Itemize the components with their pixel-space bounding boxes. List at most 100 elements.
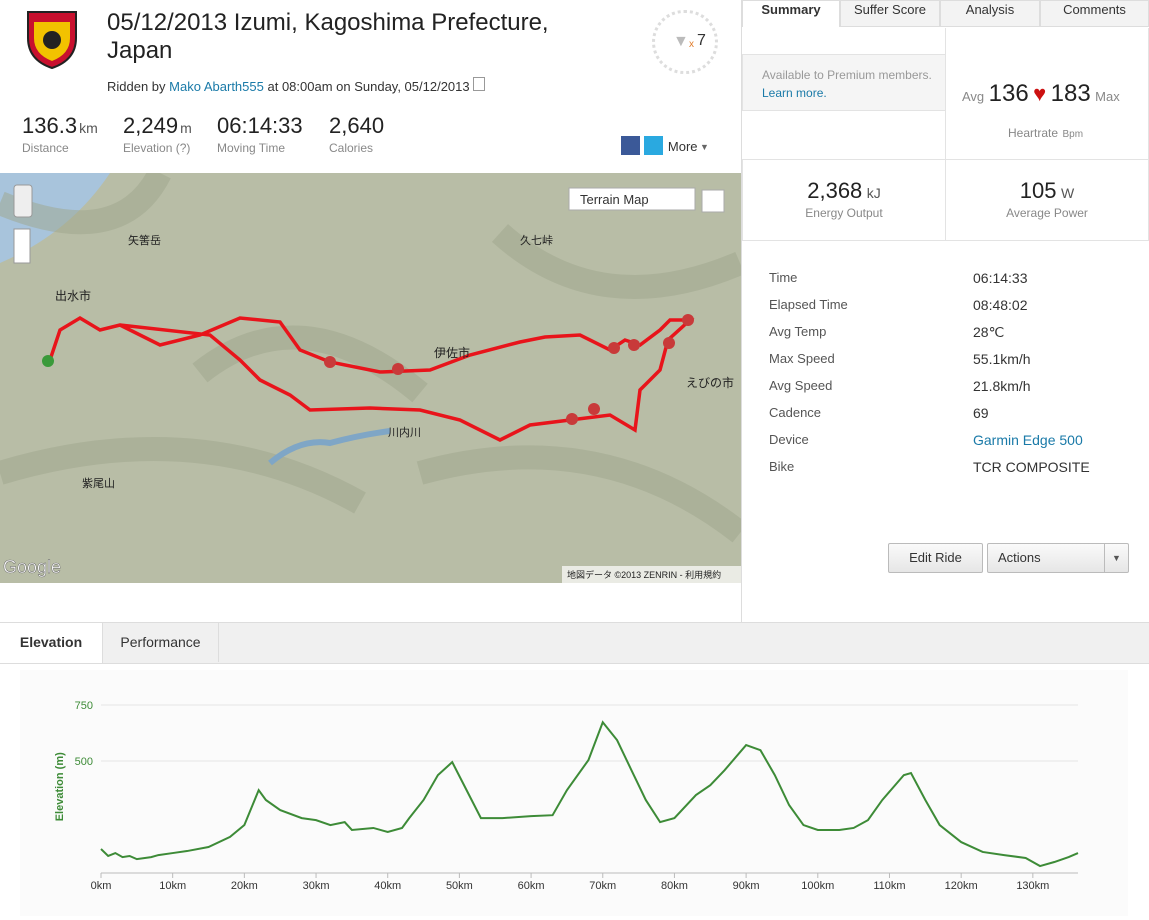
x-tick-label: 110km <box>873 880 905 892</box>
energy-label: Energy Output <box>805 206 883 220</box>
hr-unit: Bpm <box>1062 129 1084 140</box>
hr-max-label: Max <box>1095 89 1120 104</box>
energy: 2,368 kJ Energy Output <box>742 178 946 222</box>
map-type[interactable]: Terrain Map <box>580 192 649 207</box>
stat-unit: km <box>79 120 98 136</box>
premium-note: Available to Premium members. Learn more… <box>762 66 932 102</box>
map-logo: Google <box>3 557 61 577</box>
ride-info: Ridden by Mako Abarth555 at 08:00am on S… <box>107 77 486 94</box>
map-label: 伊佐市 <box>434 345 470 360</box>
trophy-x: x <box>689 39 694 50</box>
stat-value: 06:14:33 <box>217 113 303 138</box>
heartrate: Avg 136 ♥ 183 Max <box>962 80 1120 107</box>
stat-label: Distance <box>22 141 69 155</box>
power-label: Average Power <box>1006 206 1088 220</box>
hr-avg-label: Avg <box>962 89 985 104</box>
map-label: 出水市 <box>55 288 91 303</box>
detail-label: Avg Temp <box>769 324 827 339</box>
power-unit: W <box>1060 185 1075 201</box>
stat-value: 2,640 <box>329 113 385 138</box>
detail-value: 06:14:33 <box>973 270 1028 286</box>
x-tick-label: 20km <box>231 880 258 892</box>
actions-label: Actions <box>998 550 1041 565</box>
power: 105 W Average Power <box>945 178 1149 222</box>
hr-avg: 136 <box>988 80 1029 107</box>
x-tick-label: 30km <box>303 880 330 892</box>
hr-label: Heartrate <box>1008 126 1059 140</box>
twitter[interactable] <box>644 136 664 155</box>
power-value: 105 <box>1019 178 1057 203</box>
detail-label: Bike <box>769 459 795 474</box>
hr-caption: Heartrate Bpm <box>1008 124 1083 142</box>
club-logo <box>27 11 77 70</box>
energy-value: 2,368 <box>807 178 863 203</box>
x-tick-label: 100km <box>801 880 834 892</box>
detail-value: 69 <box>973 405 989 421</box>
trophy-badge[interactable]: ▼ x 7 <box>652 10 718 74</box>
elevation-line <box>100 720 1079 868</box>
tab-summary[interactable]: Summary <box>742 0 840 27</box>
actions[interactable]: Actions ▼ <box>987 543 1129 573</box>
detail-label: Cadence <box>769 405 822 420</box>
stat-label: Elevation (?) <box>123 141 191 155</box>
x-tick-label: 70km <box>589 880 616 892</box>
x-tick-label: 90km <box>733 880 760 892</box>
elevation-chart: 500 750 0km 10km 20km 30km 40km 50km 60km 70km 80k… <box>20 670 1128 916</box>
ride-time: at 08:00am on Sunday, 05/12/2013 <box>267 79 470 94</box>
detail-value: 55.1km/h <box>973 351 1031 367</box>
edit-ride[interactable]: Edit Ride <box>888 543 983 573</box>
detail-value: 21.8km/h <box>973 378 1031 394</box>
stat-label: Moving Time <box>217 141 286 155</box>
x-tick-label: 50km <box>446 880 473 892</box>
detail-label: Device <box>769 432 809 447</box>
route-map[interactable]: Terrain Map 出水市 伊佐市 えびの市 川内川 矢筈岳 紫尾山 久七峠… <box>0 173 741 583</box>
x-tick-label: 60km <box>518 880 545 892</box>
trophy-count: 7 <box>697 32 706 49</box>
y-tick-label: 500 <box>75 756 93 768</box>
tab-suffer-score[interactable]: Suffer Score <box>840 0 940 27</box>
y-tick-label: 750 <box>75 700 93 712</box>
detail-value: TCR COMPOSITE <box>973 459 1090 475</box>
tab-analysis[interactable]: Analysis <box>940 0 1040 27</box>
x-tick-label: 80km <box>661 880 688 892</box>
x-tick-label: 120km <box>945 880 978 892</box>
detail-value: 08:48:02 <box>973 297 1028 313</box>
map-label: 紫尾山 <box>82 477 115 490</box>
stat-value: 136.3 <box>22 113 78 138</box>
energy-unit: kJ <box>866 185 881 201</box>
detail-label: Avg Speed <box>769 378 833 393</box>
stat: 2,249 m Elevation (?) <box>123 113 192 157</box>
stat: 06:14:33 Moving Time <box>217 113 303 157</box>
detail-value[interactable]: Garmin Edge 500 <box>973 432 1083 448</box>
stat: 136.3 km Distance <box>22 113 98 157</box>
learn-more[interactable]: Learn more. <box>762 86 827 100</box>
tab-comments[interactable]: Comments <box>1040 0 1149 27</box>
map-label: 矢筈岳 <box>128 233 161 247</box>
tab-performance[interactable]: Performance <box>103 623 219 662</box>
detail-value: 28℃ <box>973 324 1005 340</box>
detail-label: Max Speed <box>769 351 835 366</box>
tab-elevation[interactable]: Elevation <box>0 623 103 663</box>
calendar-icon[interactable] <box>473 77 486 91</box>
premium-text: Available to Premium members. <box>762 68 932 82</box>
detail-label: Elapsed Time <box>769 297 848 312</box>
x-tick-label: 10km <box>159 880 186 892</box>
ridden-by: Ridden by <box>107 79 166 94</box>
stat-label: Calories <box>329 141 374 155</box>
facebook[interactable] <box>621 136 640 155</box>
stat: 2,640 Calories <box>329 113 384 157</box>
x-tick-label: 40km <box>374 880 401 892</box>
stat-value: 2,249 <box>123 113 179 138</box>
y-axis-title: Elevation (m) <box>54 752 66 821</box>
map-label: 川内川 <box>388 425 421 439</box>
x-tick-label: 0km <box>91 880 112 892</box>
share: More ▼ <box>621 136 709 160</box>
x-tick-label: 130km <box>1016 880 1049 892</box>
detail-label: Time <box>769 270 798 285</box>
stat-unit: m <box>180 120 192 136</box>
map-attribution: 地図データ ©2013 ZENRIN - 利用規約 <box>567 569 721 580</box>
hr-max: 183 <box>1050 80 1091 107</box>
more[interactable]: More <box>667 139 698 154</box>
athlete-link[interactable]: Mako Abarth555 <box>169 79 264 94</box>
